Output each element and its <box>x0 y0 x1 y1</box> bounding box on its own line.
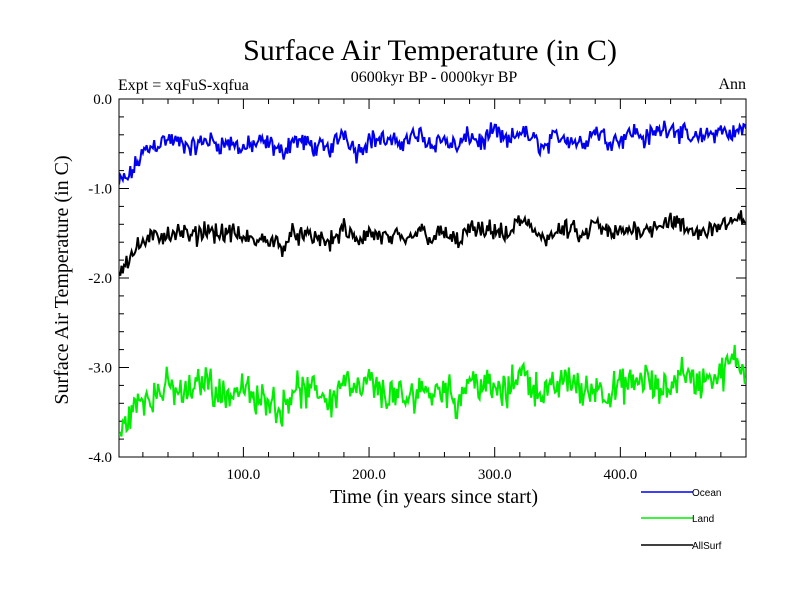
season-label: Ann <box>718 76 746 93</box>
series-line-ocean <box>119 120 746 185</box>
series-line-land <box>119 344 746 437</box>
y-tick-label: -4.0 <box>88 450 112 466</box>
y-tick-label: -2.0 <box>88 271 112 287</box>
y-tick-label: 0.0 <box>93 92 112 108</box>
chart-title: Surface Air Temperature (in C) <box>243 34 617 67</box>
x-axis-label: Time (in years since start) <box>330 486 538 508</box>
y-tick-label: -3.0 <box>88 361 112 377</box>
legend: Ocean Land AllSurf <box>641 488 722 552</box>
x-tick-label: 400.0 <box>603 467 637 483</box>
plot-area: 100.0 200.0 300.0 400.0 0.0 -1.0 -2.0 -3.0 -4.0 <box>88 92 747 483</box>
legend-label-ocean: Ocean <box>692 488 721 499</box>
x-tick-label: 300.0 <box>478 467 512 483</box>
experiment-label: Expt = xqFuS-xqfua <box>118 77 249 94</box>
y-tick-label: -1.0 <box>88 182 112 198</box>
y-axis-label: Surface Air Temperature (in C) <box>51 155 73 404</box>
x-tick-label: 100.0 <box>227 467 261 483</box>
x-tick-label: 200.0 <box>352 467 386 483</box>
legend-label-land: Land <box>692 514 714 525</box>
legend-label-allsurf: AllSurf <box>692 541 722 552</box>
period-subtitle: 0600kyr BP - 0000kyr BP <box>351 69 518 86</box>
series-line-allsurf <box>119 210 746 276</box>
